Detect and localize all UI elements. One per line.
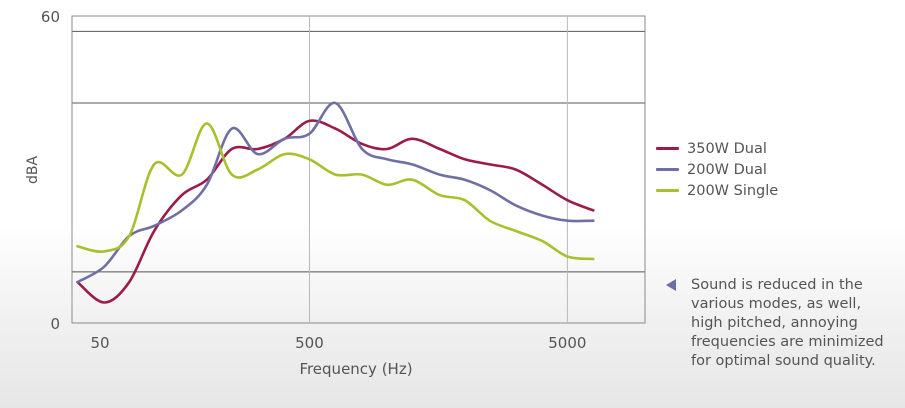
series-line-200w-single [76, 122, 595, 261]
x-tick-label-5000: 5000 [548, 334, 586, 352]
y-tick-label-60: 60 [41, 8, 60, 26]
plot-frame [71, 15, 646, 324]
legend-swatch-350w-dual [656, 147, 679, 150]
x-tick-label-500: 500 [295, 334, 324, 352]
legend-label-200w-single: 200W Single [687, 182, 779, 199]
legend-item-350w-dual: 350W Dual [656, 138, 778, 159]
chart-legend: 350W Dual 200W Dual 200W Single [656, 138, 778, 201]
x-axis-label: Frequency (Hz) [299, 360, 412, 378]
legend-swatch-200w-single [656, 189, 679, 192]
legend-label-200w-dual: 200W Dual [687, 161, 767, 178]
legend-item-200w-single: 200W Single [656, 180, 778, 201]
legend-label-350w-dual: 350W Dual [687, 140, 767, 157]
legend-item-200w-dual: 200W Dual [656, 159, 778, 180]
y-axis-label: dBA [25, 156, 41, 184]
left-arrow-icon [666, 279, 676, 291]
series-line-200w-dual [76, 101, 595, 284]
annotation-note: Sound is reduced in the various modes, a… [691, 277, 884, 369]
legend-swatch-200w-dual [656, 168, 679, 171]
series-line-350w-dual [76, 119, 595, 304]
x-tick-label-50: 50 [90, 334, 109, 352]
y-tick-label-0: 0 [50, 315, 60, 333]
